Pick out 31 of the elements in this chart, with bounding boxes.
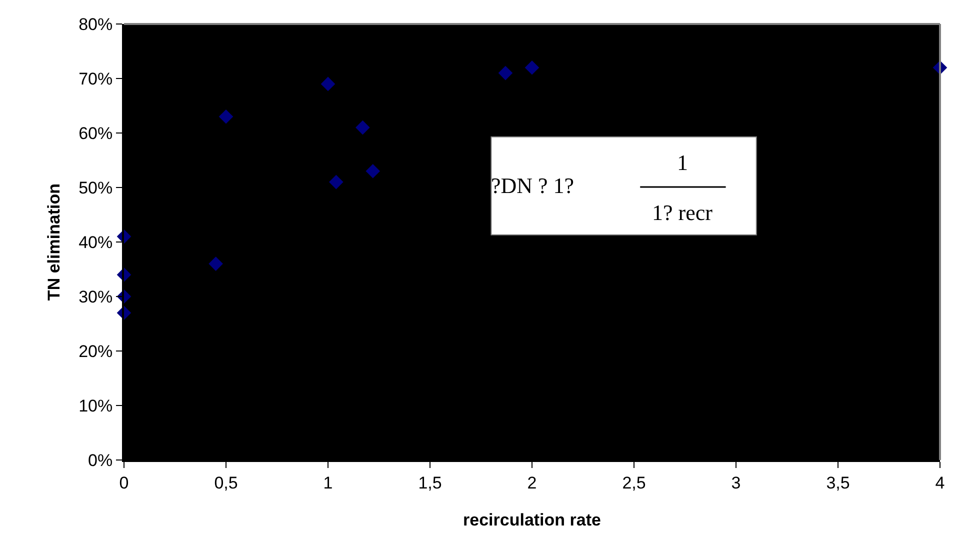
y-tick-label: 70% (78, 69, 113, 88)
annotation: 1 (677, 150, 688, 175)
point (366, 164, 380, 178)
x-tick-label: 0,5 (214, 473, 238, 492)
y-tick-label: 30% (78, 287, 113, 306)
y-axis-title: TN elimination (44, 183, 64, 301)
x-tick-label: 2 (527, 473, 537, 492)
x-tick-label: 1,5 (418, 473, 442, 492)
x-tick-label: 0 (119, 473, 129, 492)
x-tick-label: 2,5 (622, 473, 646, 492)
point (329, 174, 344, 190)
point (498, 66, 513, 80)
point (356, 120, 370, 135)
y-tick-label: 60% (78, 124, 113, 143)
x-axis-title: recirculation rate (463, 510, 601, 530)
y-tick-label: 0% (88, 450, 113, 470)
x-tick-label: 3 (731, 473, 741, 492)
y-tick-label: 50% (78, 178, 113, 198)
annotation: 1? recr (652, 200, 714, 225)
y-tick-label: 80% (78, 14, 113, 34)
x-tick-label: 3,5 (826, 473, 850, 492)
point (218, 110, 234, 124)
point (524, 60, 540, 75)
x-tick-label: 4 (935, 473, 945, 492)
annotation: ?DN ? 1? (491, 173, 574, 198)
y-tick-label: 40% (78, 232, 113, 252)
y-tick-label: 20% (78, 342, 113, 361)
x-tick-label: 1 (323, 473, 333, 492)
point (320, 76, 336, 92)
point (208, 256, 223, 271)
y-tick-label: 10% (78, 396, 113, 416)
